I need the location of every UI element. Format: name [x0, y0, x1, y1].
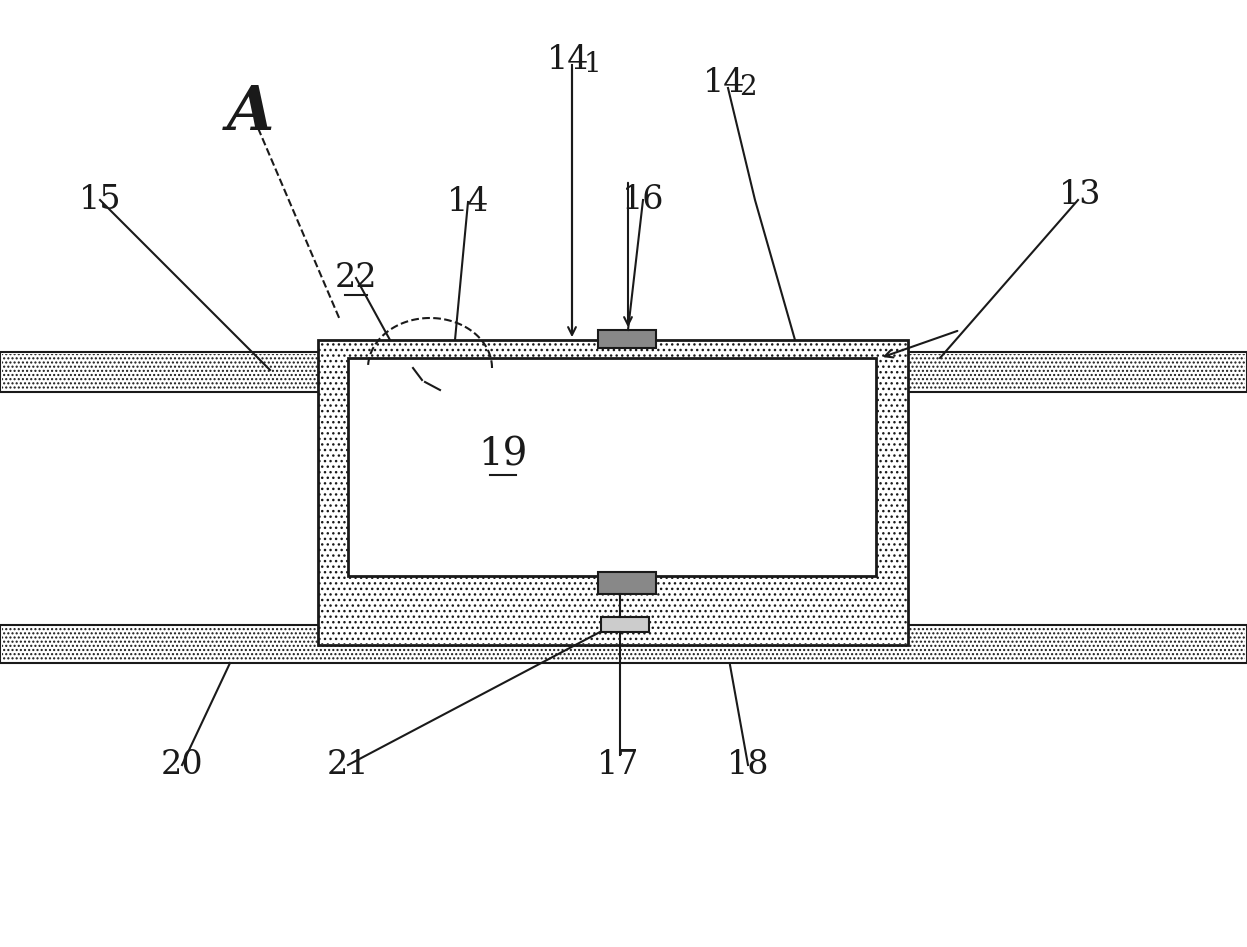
Text: 16: 16: [622, 184, 665, 216]
Bar: [878, 352, 1247, 392]
Text: 1: 1: [584, 50, 601, 78]
Bar: [319, 341, 907, 644]
Bar: [880, 354, 1245, 390]
Text: 13: 13: [1059, 179, 1101, 211]
Bar: [599, 572, 656, 594]
Text: 22: 22: [334, 262, 378, 294]
Text: 14: 14: [446, 186, 489, 218]
Bar: [599, 330, 656, 348]
Text: 21: 21: [327, 749, 369, 781]
Bar: [0, 352, 322, 392]
Text: 18: 18: [727, 749, 769, 781]
Text: 19: 19: [479, 437, 527, 474]
Bar: [0, 625, 1247, 663]
Text: 14: 14: [547, 44, 589, 76]
Bar: [348, 358, 875, 576]
Text: A: A: [226, 83, 273, 143]
Text: 17: 17: [597, 749, 640, 781]
Bar: [318, 340, 908, 645]
Text: 20: 20: [161, 749, 203, 781]
Bar: [2, 354, 320, 390]
Text: 14: 14: [703, 67, 746, 99]
Text: 2: 2: [739, 74, 757, 100]
Bar: [2, 627, 1245, 661]
Text: 15: 15: [79, 184, 121, 216]
Bar: [601, 617, 648, 632]
